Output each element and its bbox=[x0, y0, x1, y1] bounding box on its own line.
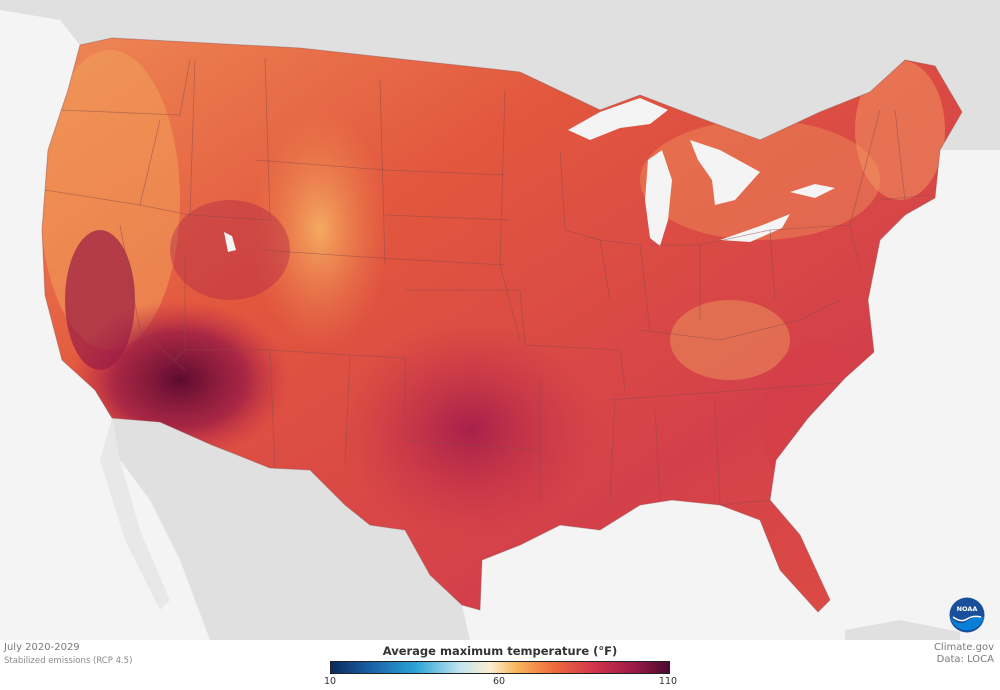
legend-title: Average maximum temperature (°F) bbox=[382, 644, 618, 658]
lake-superior bbox=[568, 98, 668, 140]
legend-color-bar bbox=[330, 661, 670, 674]
credit-site: Climate.gov bbox=[933, 642, 994, 653]
canada-land bbox=[0, 0, 1000, 150]
great-salt-lake bbox=[224, 232, 236, 252]
lake-huron bbox=[690, 140, 760, 205]
map-footer: July 2020-2029 Stabilized emissions (RCP… bbox=[0, 640, 1000, 690]
lake-ontario bbox=[790, 184, 835, 198]
temperature-map: NOAA bbox=[0, 0, 1000, 640]
legend-tick-mid: 60 bbox=[492, 676, 506, 687]
emissions-scenario: Stabilized emissions (RCP 4.5) bbox=[4, 656, 133, 666]
lake-michigan bbox=[645, 150, 672, 246]
cuba-land bbox=[845, 620, 960, 640]
lake-erie bbox=[720, 214, 790, 242]
svg-text:NOAA: NOAA bbox=[957, 605, 978, 613]
baja-land bbox=[100, 418, 170, 610]
noaa-logo: NOAA bbox=[949, 597, 985, 633]
map-canvas bbox=[0, 0, 1000, 640]
time-period: July 2020-2029 bbox=[4, 642, 80, 653]
mexico-land bbox=[112, 418, 470, 640]
state-borders bbox=[44, 57, 931, 506]
credit-data: Data: LOCA bbox=[936, 654, 994, 665]
legend-tick-max: 110 bbox=[658, 676, 678, 687]
legend-tick-min: 10 bbox=[323, 676, 337, 687]
